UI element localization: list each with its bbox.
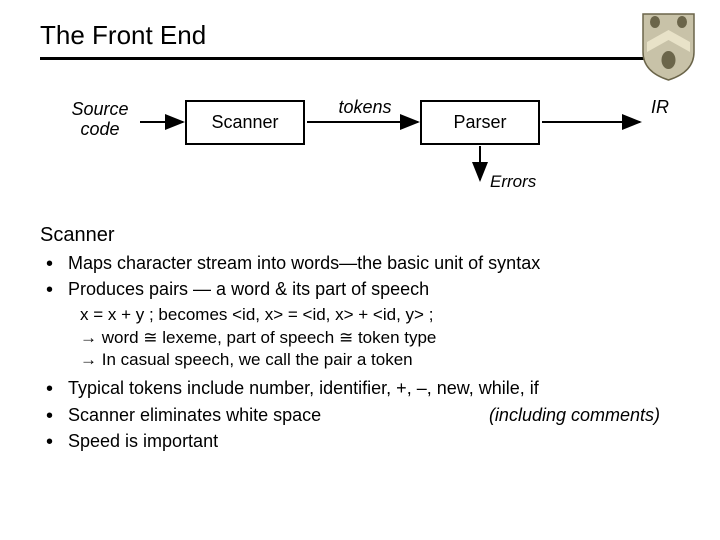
body-text: Scanner Maps character stream into words…: [40, 222, 680, 453]
pipeline-diagram: Source code Scanner tokens Parser IR Err…: [40, 100, 680, 210]
scanner-box: Scanner: [185, 100, 305, 145]
parser-box: Parser: [420, 100, 540, 145]
tokens-label: tokens: [330, 98, 400, 118]
bullet-aside: (including comments): [489, 403, 660, 427]
sub-note: → word ≅ lexeme, part of speech ≅ token …: [40, 327, 680, 350]
sub-note-text: word ≅ lexeme, part of speech ≅ token ty…: [102, 328, 437, 347]
bullet-item: Produces pairs — a word & its part of sp…: [40, 277, 680, 301]
page-title: The Front End: [40, 20, 206, 59]
sub-note-text: In casual speech, we call the pair a tok…: [102, 350, 413, 369]
sub-note: → In casual speech, we call the pair a t…: [40, 349, 680, 372]
section-heading: Scanner: [40, 222, 680, 249]
bullet-item: Typical tokens include number, identifie…: [40, 376, 680, 400]
errors-label: Errors: [490, 172, 536, 192]
bullet-item: Maps character stream into words—the bas…: [40, 251, 680, 275]
bullet-item: Scanner eliminates white space (includin…: [40, 403, 680, 427]
source-label: Source code: [60, 100, 140, 140]
sub-note: x = x + y ; becomes <id, x> = <id, x> + …: [40, 304, 680, 327]
bullet-item: Speed is important: [40, 429, 680, 453]
ir-label: IR: [645, 98, 675, 118]
bullet-text: Scanner eliminates white space: [68, 405, 321, 425]
crest-icon: [641, 12, 696, 82]
